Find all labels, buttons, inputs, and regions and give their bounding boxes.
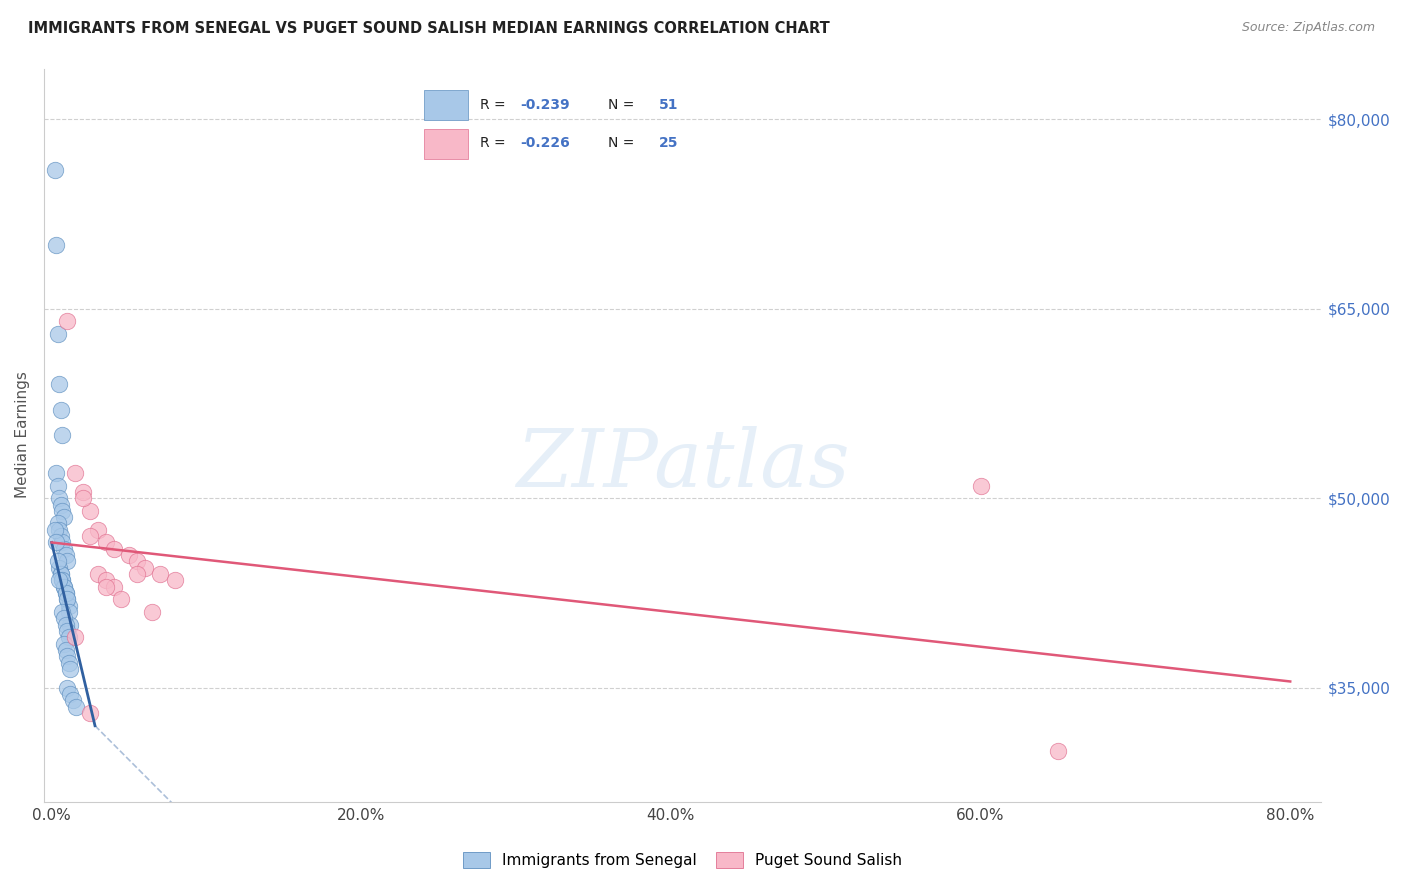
Point (48, 560, 70, 574)
Point (56, 681, 79, 695)
Point (53, 510, 76, 524)
Point (55, 617, 77, 632)
Point (51, 574, 73, 588)
Text: Source: ZipAtlas.com: Source: ZipAtlas.com (1241, 21, 1375, 34)
Legend: Immigrants from Senegal, Puget Sound Salish: Immigrants from Senegal, Puget Sound Sal… (457, 847, 908, 874)
Point (49, 567, 72, 582)
Point (51, 428, 73, 442)
Y-axis label: Median Earnings: Median Earnings (15, 372, 30, 499)
Point (48, 574, 70, 588)
Point (53, 611, 76, 625)
Point (103, 580, 125, 594)
Text: N =: N = (609, 136, 640, 150)
Point (51, 605, 73, 619)
Point (49, 498, 72, 512)
Point (59, 687, 82, 701)
Point (79, 529, 101, 543)
Point (56, 649, 79, 664)
Point (58, 656, 80, 670)
Point (58, 599, 80, 613)
Point (51, 535, 73, 549)
Point (51, 574, 73, 588)
Point (79, 504, 101, 518)
Point (53, 580, 76, 594)
Point (45, 466, 67, 480)
Point (46, 554, 69, 568)
Point (125, 567, 148, 582)
Point (56, 624, 79, 638)
Text: ZIPatlas: ZIPatlas (516, 425, 849, 503)
Point (46, 516, 69, 531)
Point (56, 592, 79, 607)
Point (62, 693, 84, 707)
Point (44, 162, 66, 177)
Point (46, 326, 69, 341)
Point (45, 238, 67, 252)
Point (72, 484, 94, 499)
Point (59, 617, 82, 632)
Point (58, 605, 80, 619)
Point (63, 466, 86, 480)
Point (53, 580, 76, 594)
Point (55, 643, 77, 657)
Point (55, 548, 77, 562)
Point (118, 548, 141, 562)
Point (87, 523, 110, 537)
Bar (423, 90, 468, 120)
Point (141, 605, 163, 619)
Point (59, 662, 82, 676)
Point (44, 523, 66, 537)
Point (49, 567, 72, 582)
Point (53, 541, 76, 556)
Point (149, 567, 172, 582)
Point (58, 630, 80, 644)
Point (72, 491, 94, 506)
Point (1046, 744, 1069, 758)
Point (79, 706, 101, 720)
Point (53, 636, 76, 650)
Point (55, 586, 77, 600)
Point (55, 586, 77, 600)
Point (56, 592, 79, 607)
Text: 25: 25 (658, 136, 678, 150)
Point (49, 402, 72, 417)
Point (94, 574, 117, 588)
Point (65, 699, 87, 714)
Bar (423, 128, 468, 159)
Point (94, 580, 117, 594)
Text: R =: R = (479, 98, 510, 112)
Point (63, 630, 86, 644)
Point (94, 535, 117, 549)
Text: -0.226: -0.226 (520, 136, 571, 150)
Point (49, 529, 72, 543)
Point (48, 377, 70, 392)
Point (87, 567, 110, 582)
Point (46, 478, 69, 492)
Point (51, 504, 73, 518)
Text: R =: R = (479, 136, 510, 150)
Text: 51: 51 (658, 98, 678, 112)
Text: N =: N = (609, 98, 640, 112)
Point (110, 592, 132, 607)
Point (125, 554, 148, 568)
Point (48, 491, 70, 506)
Point (48, 523, 70, 537)
Point (45, 535, 67, 549)
Point (56, 554, 79, 568)
Point (56, 314, 79, 328)
Point (165, 574, 187, 588)
Point (134, 560, 156, 574)
Point (103, 541, 125, 556)
Point (969, 478, 991, 492)
Text: IMMIGRANTS FROM SENEGAL VS PUGET SOUND SALISH MEDIAN EARNINGS CORRELATION CHART: IMMIGRANTS FROM SENEGAL VS PUGET SOUND S… (28, 21, 830, 36)
Text: -0.239: -0.239 (520, 98, 571, 112)
